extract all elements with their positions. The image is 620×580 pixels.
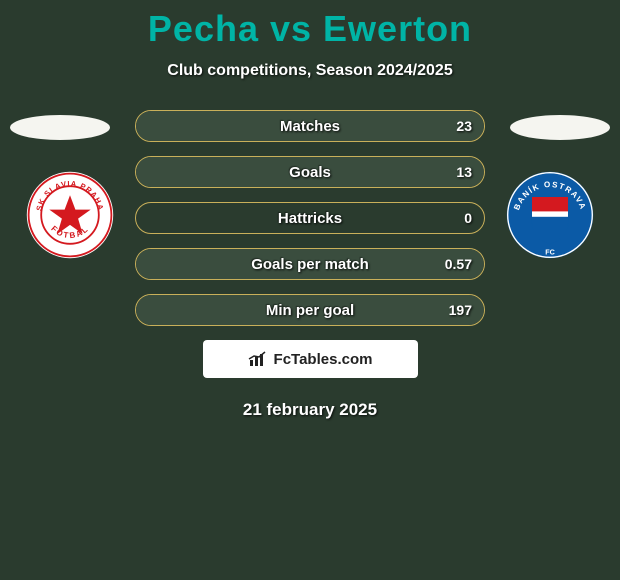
stat-value-right: 0	[464, 210, 472, 226]
stat-label: Goals	[289, 164, 331, 181]
svg-text:FC: FC	[545, 248, 555, 257]
date-text: 21 february 2025	[0, 400, 620, 420]
brand-text: FcTables.com	[274, 351, 373, 368]
stat-row: Hattricks 0	[135, 202, 485, 234]
player-photo-left-placeholder	[10, 115, 110, 140]
stat-row: Min per goal 197	[135, 294, 485, 326]
page-title: Pecha vs Ewerton	[0, 0, 620, 50]
stat-row: Goals per match 0.57	[135, 248, 485, 280]
club-badge-left: SK SLAVIA PRAHA FOTBAL	[25, 170, 115, 260]
stat-value-right: 13	[456, 164, 472, 180]
subtitle: Club competitions, Season 2024/2025	[0, 62, 620, 80]
stat-row: Goals 13	[135, 156, 485, 188]
player-photo-right-placeholder	[510, 115, 610, 140]
club-badge-right: BANÍK OSTRAVA FC	[505, 170, 595, 260]
stat-label: Goals per match	[251, 256, 369, 273]
stats-list: Matches 23 Goals 13 Hattricks 0 Goals per matc…	[135, 110, 485, 326]
stat-label: Matches	[280, 118, 340, 135]
stat-label: Hattricks	[278, 210, 342, 227]
chart-icon	[248, 351, 270, 367]
stat-value-right: 197	[449, 302, 472, 318]
stat-row: Matches 23	[135, 110, 485, 142]
stat-value-right: 0.57	[445, 256, 472, 272]
brand-box: FcTables.com	[203, 340, 418, 378]
stat-value-right: 23	[456, 118, 472, 134]
stat-label: Min per goal	[266, 302, 354, 319]
comparison-panel: SK SLAVIA PRAHA FOTBAL BANÍK OSTRAVA FC	[0, 110, 620, 326]
